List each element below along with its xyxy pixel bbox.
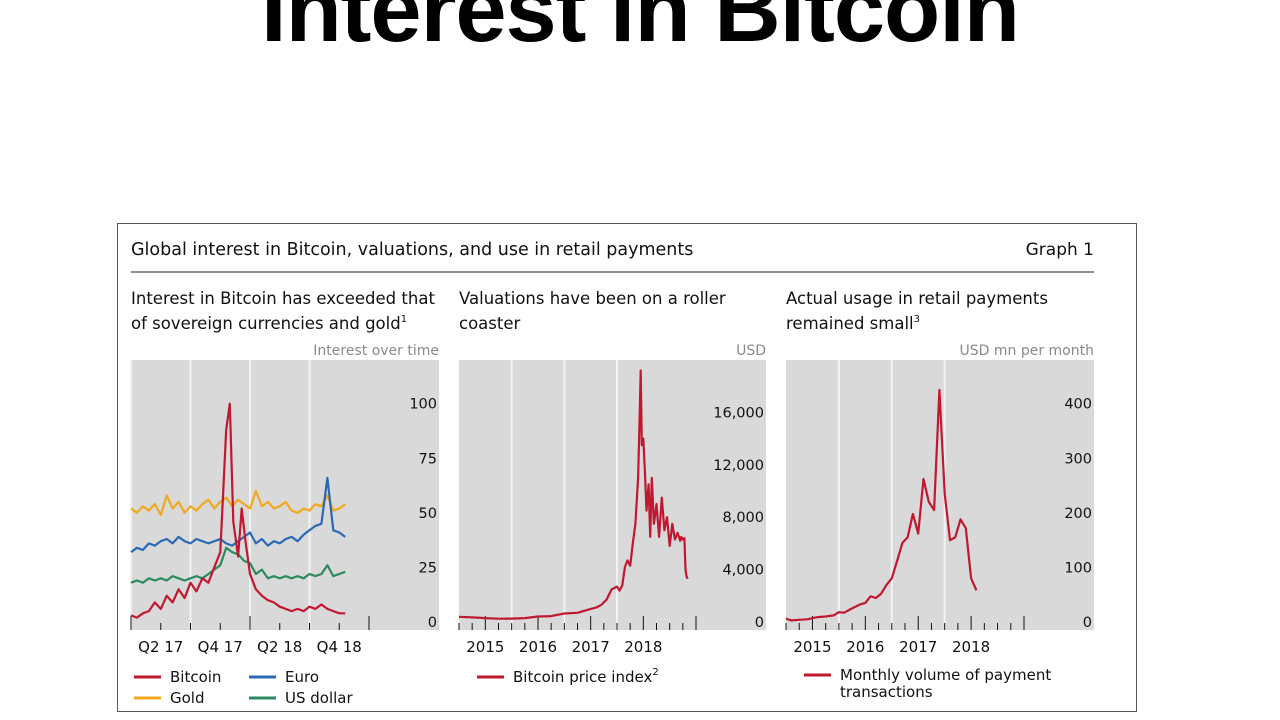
y-tick-label-2: 100 xyxy=(1064,560,1092,576)
chart-title-line-2: remained small3 xyxy=(786,314,920,333)
figure-panel: Global interest in Bitcoin, valuations, … xyxy=(117,223,1137,712)
x-tick-label-1: Q2 17 xyxy=(138,638,183,656)
y-tick-label-5: 16,000 xyxy=(713,405,764,421)
chart-title-line-2-superscript: 1 xyxy=(401,314,407,325)
x-tick-label-3: Q2 18 xyxy=(257,638,302,656)
legend-label-gold: Gold xyxy=(170,689,205,707)
series-line-bitcoin xyxy=(458,369,689,620)
chart-title-line-2-text: coaster xyxy=(459,314,520,333)
y-tick-label-3: 8,000 xyxy=(722,510,764,526)
chart-panel-3: Actual usage in retail payments remained … xyxy=(785,289,1094,701)
y-tick-label-2: 25 xyxy=(419,560,437,576)
chart-title-line-1: Actual usage in retail payments xyxy=(786,289,1048,308)
slide-title: Interest in Bitcoin xyxy=(261,0,1020,61)
chart-panel-2: Valuations have been on a roller coaster U… xyxy=(458,289,766,686)
plot-background xyxy=(131,360,439,630)
figure-title: Global interest in Bitcoin, valuations, … xyxy=(131,240,693,260)
x-tick-label-1: 2015 xyxy=(793,638,831,656)
y-tick-label-3: 50 xyxy=(419,506,437,522)
unit-label: Interest over time xyxy=(313,343,439,359)
legend-label-payments-line-2: transactions xyxy=(840,683,933,701)
chart-title-line-1-text: Actual usage in retail payments xyxy=(786,289,1048,308)
chart-title-line-2: of sovereign currencies and gold1 xyxy=(131,314,407,333)
plot-background xyxy=(459,360,766,630)
x-tick-label-3: 2017 xyxy=(572,638,610,656)
legend-label-bitcoin: Bitcoin xyxy=(170,668,221,686)
y-tick-label-1: 0 xyxy=(428,615,437,631)
series-line-bitcoin xyxy=(130,402,346,619)
x-tick-label-4: 2018 xyxy=(624,638,662,656)
series-line-gold xyxy=(130,489,346,517)
y-tick-label-4: 12,000 xyxy=(713,458,764,474)
legend-label-euro: Euro xyxy=(285,668,319,686)
y-tick-label-4: 75 xyxy=(419,451,437,467)
chart-title-line-2-superscript: 3 xyxy=(914,314,920,325)
legend-label-bitcoin-price-superscript: 2 xyxy=(652,667,658,678)
chart-title-line-1: Valuations have been on a roller xyxy=(459,289,726,308)
figure-label: Graph 1 xyxy=(1026,240,1094,260)
x-tick-label-2: 2016 xyxy=(519,638,557,656)
legend-label-payments-line-1: Monthly volume of payment xyxy=(840,666,1051,684)
chart-panel-1: Interest in Bitcoin has exceeded that of … xyxy=(130,289,439,707)
chart-panels: Interest in Bitcoin has exceeded that of … xyxy=(130,289,1094,707)
y-tick-label-5: 100 xyxy=(409,397,437,413)
x-tick-label-2: Q4 17 xyxy=(198,638,243,656)
x-tick-label-3: 2017 xyxy=(899,638,937,656)
y-tick-label-1: 0 xyxy=(1083,615,1092,631)
chart-title-line-2-text: of sovereign currencies and gold xyxy=(131,314,401,333)
chart-title-line-1: Interest in Bitcoin has exceeded that xyxy=(131,289,435,308)
legend-label-usd: US dollar xyxy=(285,689,353,707)
series-line-euro xyxy=(130,476,346,553)
unit-label: USD xyxy=(736,343,766,359)
y-tick-label-3: 200 xyxy=(1064,506,1092,522)
y-tick-label-2: 4,000 xyxy=(722,563,764,579)
x-tick-label-1: 2015 xyxy=(466,638,504,656)
x-tick-label-4: Q4 18 xyxy=(317,638,362,656)
series-line-bitcoin xyxy=(785,388,978,622)
y-tick-label-1: 0 xyxy=(755,615,764,631)
chart-title-line-1-text: Valuations have been on a roller xyxy=(459,289,726,308)
legend-label-bitcoin-price-text: Bitcoin price index xyxy=(513,668,652,686)
chart-title-line-1-text: Interest in Bitcoin has exceeded that xyxy=(131,289,435,308)
chart-title-line-2: coaster xyxy=(459,314,520,333)
unit-label: USD mn per month xyxy=(960,343,1094,359)
x-tick-label-4: 2018 xyxy=(952,638,990,656)
x-tick-label-2: 2016 xyxy=(846,638,884,656)
y-tick-label-5: 400 xyxy=(1064,397,1092,413)
y-tick-label-4: 300 xyxy=(1064,451,1092,467)
legend-label-bitcoin-price: Bitcoin price index2 xyxy=(513,667,659,686)
figure-svg: Global interest in Bitcoin, valuations, … xyxy=(130,240,1094,707)
chart-title-line-2-text: remained small xyxy=(786,314,914,333)
